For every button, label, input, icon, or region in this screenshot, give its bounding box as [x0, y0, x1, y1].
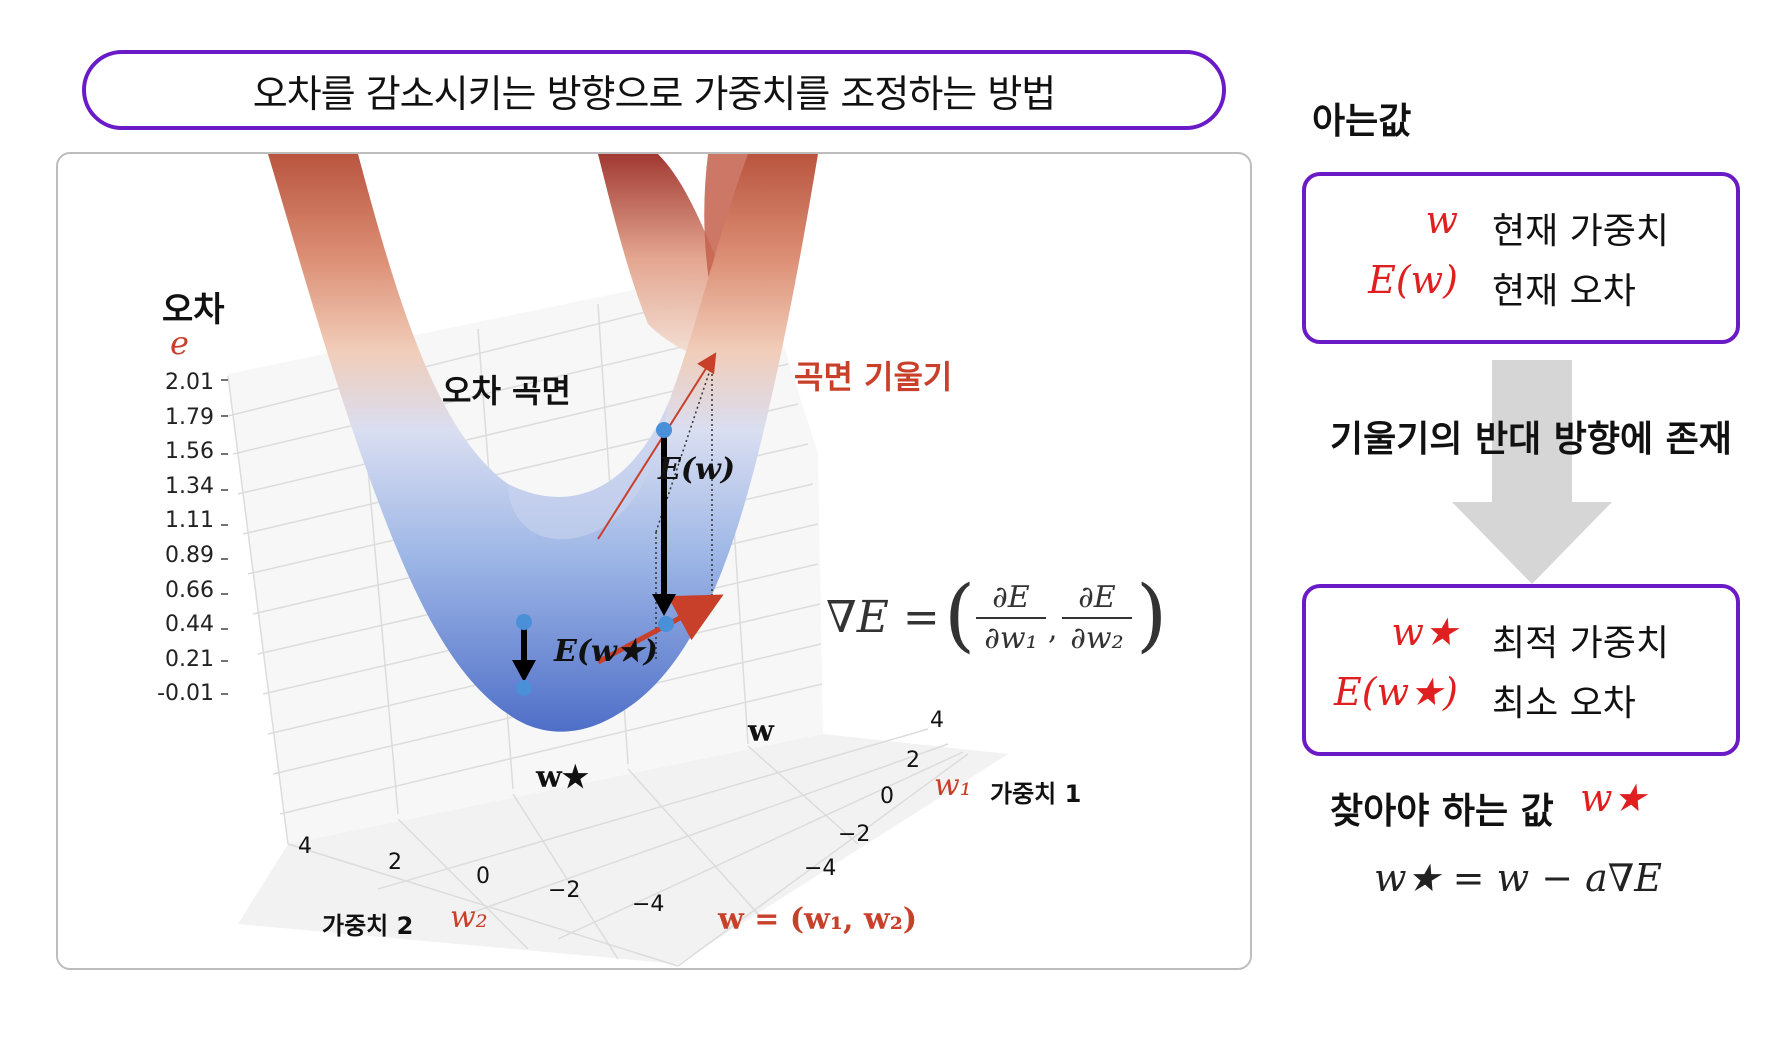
formula-right-paren: ): [1136, 568, 1168, 661]
e-w-point: [656, 422, 672, 438]
w-label: w: [748, 714, 774, 749]
error-surface: [268, 154, 818, 732]
w-point: [658, 616, 674, 632]
z-tick: 1.11: [165, 508, 214, 534]
update-formula: w★ = w − a∇E: [1374, 856, 1663, 900]
down-arrow-icon: [1452, 360, 1612, 584]
z-tick: 1.34: [165, 473, 214, 499]
z-axis-label: 오차: [162, 290, 225, 330]
frac1-numerator: ∂E: [992, 580, 1030, 615]
target-item-ewstar: E(w★) 최소 오차: [1306, 670, 1736, 726]
target-symbol: w★: [1391, 610, 1458, 654]
w1-tick: −2: [838, 822, 871, 847]
formula-frac2: ∂E ∂w₂: [1062, 580, 1132, 656]
formula-frac1: ∂E ∂w₁: [976, 580, 1046, 656]
w2-tick: 2: [388, 850, 402, 875]
w1-tick: −4: [804, 856, 837, 881]
gradient-label: 곡면 기울기: [794, 358, 953, 396]
w1-tick: 0: [880, 784, 894, 809]
known-values-box: w 현재 가중치 E(w) 현재 오차: [1302, 172, 1740, 344]
page-title: 오차를 감소시키는 방향으로 가중치를 조정하는 방법: [252, 71, 1057, 116]
z-tick: -0.01: [157, 681, 214, 707]
w2-symbol: w₂: [450, 900, 488, 935]
known-desc: 현재 오차: [1492, 271, 1636, 312]
e-wstar-point: [516, 614, 532, 630]
formula-left-paren: (: [944, 568, 976, 661]
w1-symbol: w₁: [934, 768, 972, 803]
z-tick-marks: [221, 379, 228, 695]
z-tick: 0.89: [165, 542, 214, 568]
known-symbol: w: [1425, 198, 1458, 242]
formula-comma: ,: [1048, 612, 1058, 647]
z-tick-labels: 2.01 1.79 1.56 1.34 1.11 0.89 0.66 0.44 …: [152, 366, 214, 712]
frac1-denominator: ∂w₁: [984, 621, 1038, 656]
z-tick: 0.44: [165, 612, 214, 638]
surface-label: 오차 곡면: [442, 372, 571, 410]
arrow-label: 기울기의 반대 방향에 존재: [1330, 419, 1732, 460]
find-label: 찾아야 하는 값: [1330, 791, 1554, 832]
w2-axis-label: 가중치 2: [322, 912, 414, 940]
gradient-arrow: [597, 352, 717, 540]
target-desc: 최소 오차: [1492, 683, 1636, 724]
wstar-label: w★: [536, 760, 589, 795]
z-axis-symbol: e: [170, 324, 189, 362]
e-w-label: E(w): [658, 452, 736, 487]
error-surface-figure: 오차 e 2.01 1.79 1.56 1.34 1.11 0.89 0.66 …: [56, 152, 1252, 970]
surface-plot-svg: [221, 154, 1008, 967]
floor-gradient-arrow: [596, 594, 724, 665]
frac2-denominator: ∂w₂: [1070, 621, 1124, 656]
known-desc: 현재 가중치: [1492, 211, 1670, 252]
known-values-header: 아는값: [1312, 101, 1412, 142]
w2-tick: 0: [476, 864, 490, 889]
title-banner: 오차를 감소시키는 방향으로 가중치를 조정하는 방법: [82, 50, 1226, 130]
target-item-wstar: w★ 최적 가중치: [1306, 610, 1736, 666]
gradient-formula-lhs: ∇E =: [826, 592, 940, 643]
w2-tick: 4: [298, 834, 312, 859]
z-tick: 1.56: [165, 439, 214, 465]
find-symbol: w★: [1580, 776, 1647, 820]
w1-tick: 4: [930, 708, 944, 733]
projection-lines: [655, 363, 713, 660]
target-desc: 최적 가중치: [1492, 623, 1670, 664]
wstar-point: [516, 680, 532, 696]
known-symbol: E(w): [1368, 258, 1458, 302]
z-tick: 1.79: [165, 404, 214, 430]
target-values-box: w★ 최적 가중치 E(w★) 최소 오차: [1302, 584, 1740, 756]
frac2-numerator: ∂E: [1078, 580, 1116, 615]
w1-tick: 2: [906, 748, 920, 773]
w2-tick: −4: [632, 892, 665, 917]
e-wstar-label: E(w★): [554, 634, 658, 669]
w1-axis-label: 가중치 1: [990, 780, 1082, 808]
target-symbol: E(w★): [1334, 670, 1458, 714]
w-vector-label: w = (w₁, w₂): [718, 902, 918, 937]
z-tick: 0.21: [165, 646, 214, 672]
known-item-w: w 현재 가중치: [1306, 198, 1736, 254]
known-item-ew: E(w) 현재 오차: [1306, 258, 1736, 314]
z-tick: 0.66: [165, 577, 214, 603]
w2-tick: −2: [548, 878, 581, 903]
z-tick: 2.01: [165, 370, 214, 395]
